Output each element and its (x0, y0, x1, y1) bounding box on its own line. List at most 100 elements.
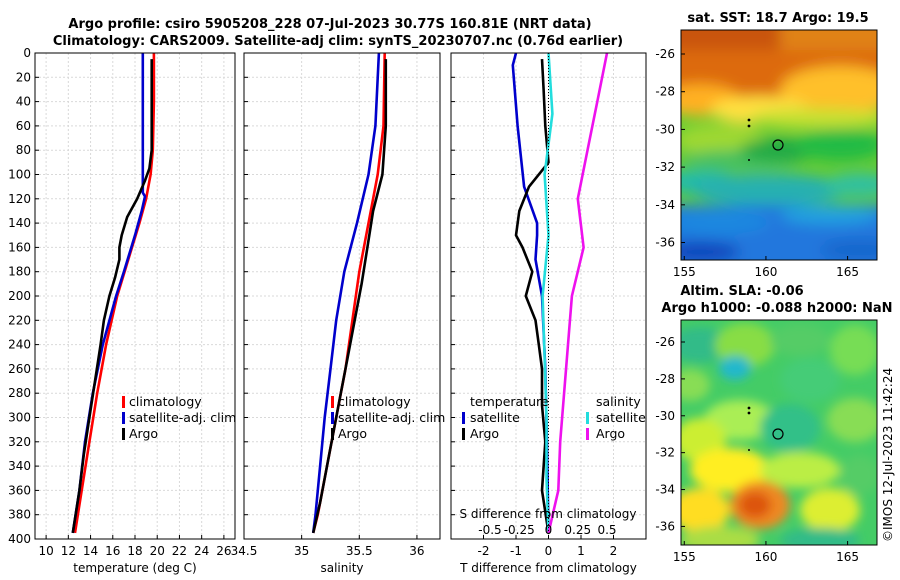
y-tick-label: 200 (8, 289, 31, 303)
legend-label-satellite: satellite-adj. clim (338, 410, 445, 425)
y-tick-label: 60 (16, 119, 31, 133)
y-tick-label: 240 (8, 338, 31, 352)
s-diff-top-tick-label: -0.5 (478, 523, 501, 537)
map-y-tick-label: -30 (655, 122, 675, 136)
x-tick-label: 0 (545, 544, 553, 558)
legend-swatch-temperature-argo (462, 428, 465, 440)
map-x-tick-label: 165 (836, 265, 859, 279)
legend-header-salinity: salinity (596, 394, 641, 409)
legend-swatch-climatology (122, 396, 125, 408)
map-y-tick-label: -28 (655, 85, 675, 99)
s-diff-top-tick-label: 0.25 (564, 523, 591, 537)
series-line-argo (71, 59, 153, 534)
legend-label-salinity-satellite: satellite (596, 410, 646, 425)
series-line-salinity-argo (547, 52, 609, 534)
map-y-tick-label: -34 (655, 483, 675, 497)
map-x-tick-label: 155 (673, 550, 696, 564)
x-tick-label: 14 (83, 544, 98, 558)
temperature-xlabel: temperature (deg C) (73, 561, 196, 575)
x-tick-label: 34.5 (231, 544, 258, 558)
sla-argo-position-marker (772, 428, 784, 440)
x-tick-label: 2 (610, 544, 618, 558)
sst-track-point (748, 159, 750, 161)
y-tick-label: 80 (16, 143, 31, 157)
x-tick-label: 18 (127, 544, 142, 558)
legend-label-temperature-satellite: satellite (470, 410, 520, 425)
x-tick-label: 1 (577, 544, 585, 558)
series-line-salinity-satellite (541, 52, 554, 533)
series-line-argo (311, 59, 388, 534)
sla-track-point (747, 411, 751, 415)
y-tick-label: 100 (8, 168, 31, 182)
sst-track-point (747, 124, 751, 128)
series-line-satellite-adj-clim (311, 52, 381, 534)
legend-swatch-satellite (331, 412, 334, 424)
y-tick-label: 220 (8, 313, 31, 327)
legend-label-satellite: satellite-adj. clim (129, 410, 236, 425)
legend-swatch-salinity-satellite (586, 412, 589, 424)
y-tick-label: 400 (8, 532, 31, 546)
y-tick-label: 300 (8, 411, 31, 425)
map-y-tick-label: -32 (655, 160, 675, 174)
x-tick-label: 35.5 (346, 544, 373, 558)
map-x-tick-label: 165 (836, 550, 859, 564)
sla-map-subtitle: Argo h1000: -0.088 h2000: NaN (661, 301, 892, 316)
y-tick-label: 40 (16, 95, 31, 109)
x-tick-label: 35 (294, 544, 309, 558)
sla-track-point (748, 449, 750, 451)
temperature-legend: climatology satellite-adj. clim Argo (122, 394, 236, 441)
map-y-tick-label: -30 (655, 409, 675, 423)
y-tick-label: 360 (8, 483, 31, 497)
x-tick-label: 20 (150, 544, 165, 558)
y-tick-label: 140 (8, 216, 31, 230)
x-tick-label: 16 (105, 544, 120, 558)
sst-heatmap (681, 30, 877, 260)
title-line-1: Argo profile: csiro 5905208_228 07-Jul-2… (68, 17, 591, 32)
map-y-tick-label: -26 (655, 335, 675, 349)
map-y-tick-label: -34 (655, 198, 675, 212)
x-tick-label: 36 (409, 544, 424, 558)
y-tick-label: 340 (8, 459, 31, 473)
legend-swatch-temperature-satellite (462, 412, 465, 424)
legend-label-salinity-argo: Argo (596, 426, 625, 441)
x-tick-label: 24 (194, 544, 209, 558)
sst-map-frame (680, 29, 878, 261)
legend-label-argo: Argo (338, 426, 367, 441)
x-tick-label: -2 (478, 544, 490, 558)
map-y-tick-label: -28 (655, 372, 675, 386)
map-y-tick-label: -36 (655, 236, 675, 250)
difference-legend: temperature salinity satellite Argo sate… (462, 394, 646, 441)
salinity-legend: climatology satellite-adj. clim Argo (331, 394, 445, 441)
x-tick-label: 12 (61, 544, 76, 558)
y-tick-label: 120 (8, 192, 31, 206)
map-y-tick-label: -32 (655, 446, 675, 460)
title-line-2: Climatology: CARS2009. Satellite-adj cli… (53, 34, 623, 49)
legend-label-climatology: climatology (338, 394, 411, 409)
s-difference-xlabel: S difference from climatology (460, 507, 637, 521)
imos-watermark: ©IMOS 12-Jul-2023 11:42:24 (881, 368, 895, 542)
legend-swatch-argo (122, 428, 125, 440)
y-tick-label: 320 (8, 435, 31, 449)
x-tick-label: 22 (172, 544, 187, 558)
difference-xlabel: T difference from climatology (459, 561, 637, 575)
series-line-climatology (311, 52, 386, 534)
sla-track-point (747, 406, 751, 410)
x-tick-label: 26 (216, 544, 231, 558)
sst-track-point (747, 118, 751, 122)
y-tick-label: 160 (8, 240, 31, 254)
y-tick-label: 280 (8, 386, 31, 400)
legend-swatch-climatology (331, 396, 334, 408)
map-x-tick-label: 160 (754, 550, 777, 564)
s-diff-top-tick-label: 0.5 (597, 523, 616, 537)
legend-label-argo: Argo (129, 426, 158, 441)
y-tick-label: 0 (23, 46, 31, 60)
sla-map-frame (680, 319, 878, 546)
map-x-tick-label: 160 (754, 265, 777, 279)
y-tick-label: 20 (16, 70, 31, 84)
legend-header-temperature: temperature (470, 394, 549, 409)
s-diff-top-tick-label: -0.25 (504, 523, 535, 537)
sst-argo-position-marker (772, 139, 784, 151)
y-tick-label: 260 (8, 362, 31, 376)
salinity-xlabel: salinity (320, 561, 363, 575)
